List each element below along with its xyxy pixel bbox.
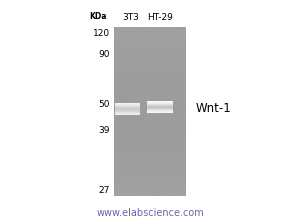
Text: KDa: KDa	[89, 12, 107, 21]
Text: HT-29: HT-29	[148, 13, 173, 22]
Text: Wnt-1: Wnt-1	[196, 102, 232, 115]
Text: 27: 27	[98, 186, 110, 195]
Text: 120: 120	[93, 29, 110, 38]
Text: 3T3: 3T3	[122, 13, 139, 22]
Text: 50: 50	[98, 100, 110, 109]
Text: 90: 90	[98, 50, 110, 59]
Text: www.elabscience.com: www.elabscience.com	[96, 208, 204, 218]
Text: 39: 39	[98, 126, 110, 135]
